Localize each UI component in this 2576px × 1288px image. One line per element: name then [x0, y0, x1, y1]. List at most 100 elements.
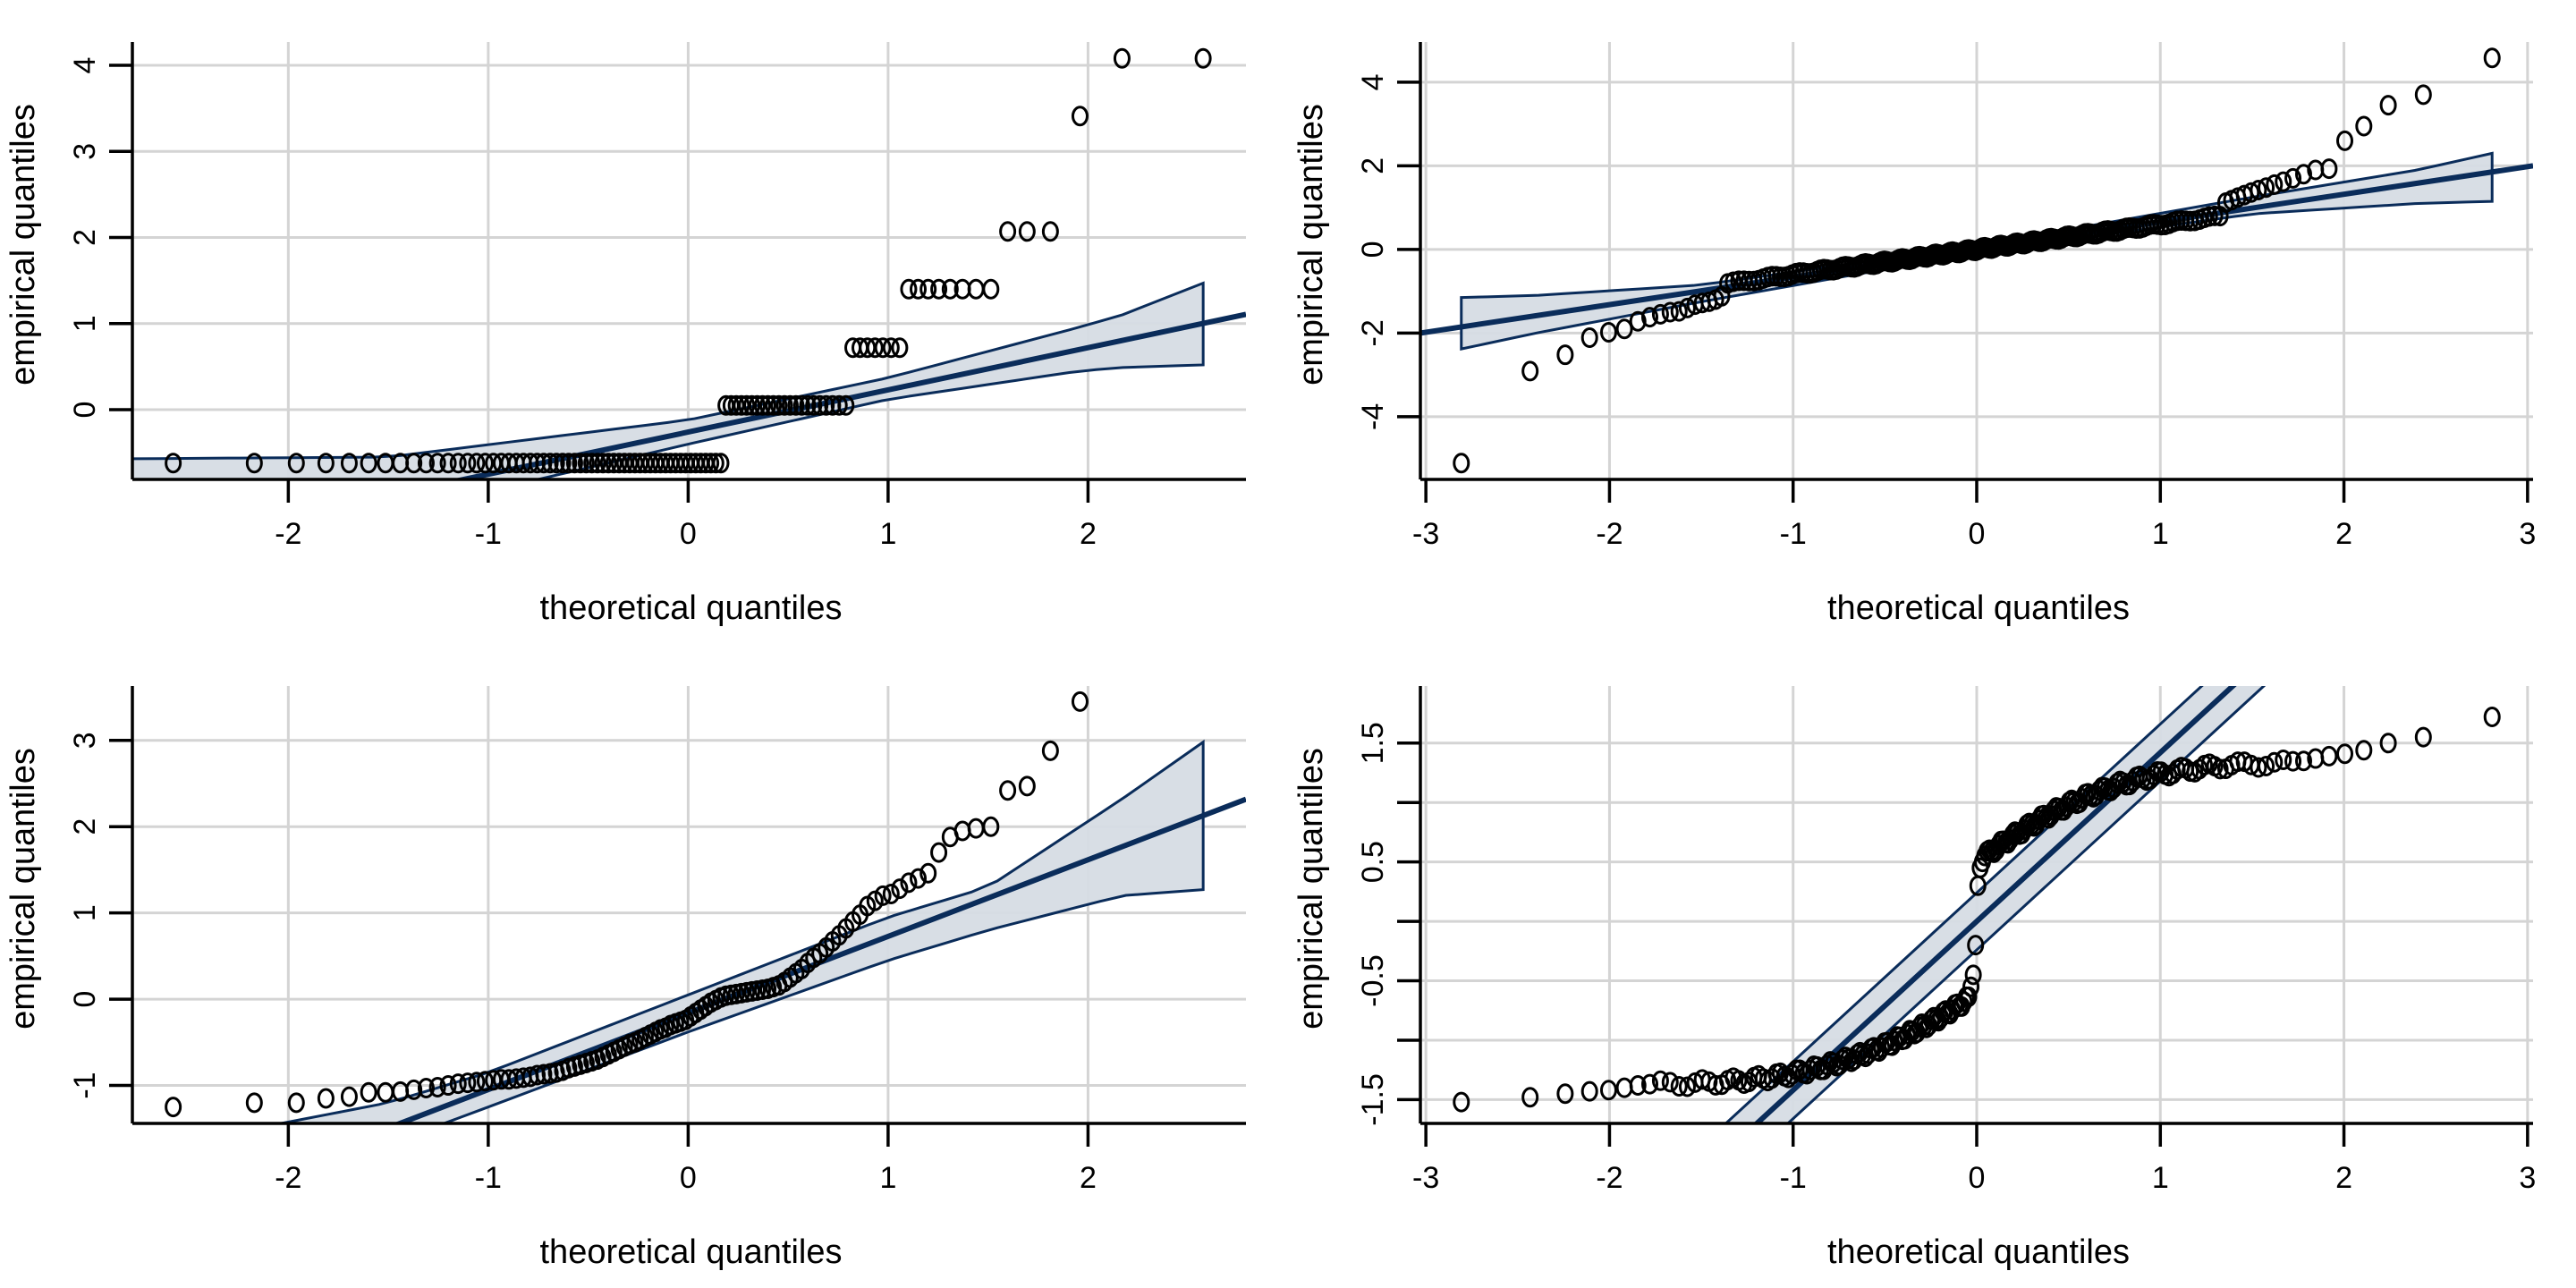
data-point [707, 453, 724, 474]
data-point [1018, 221, 1036, 242]
data-point [2211, 758, 2229, 780]
x-tick-label: -2 [275, 517, 301, 551]
y-tick-label: 2 [1356, 157, 1390, 174]
data-point [811, 394, 829, 416]
data-point [589, 453, 606, 474]
data-point [1960, 986, 1978, 1007]
data-point [1834, 1049, 1852, 1071]
y-tick-label: 3 [68, 143, 102, 160]
data-point [1453, 453, 1470, 474]
y-axis-title: empirical quantiles [1292, 104, 1330, 386]
x-tick-label: 3 [2519, 1161, 2536, 1195]
data-point [765, 394, 783, 416]
data-point [2355, 115, 2373, 137]
data-point [439, 1075, 457, 1097]
data-point [1521, 360, 1539, 382]
x-tick-label: -2 [1596, 1161, 1623, 1195]
data-point [417, 453, 435, 474]
data-point [360, 1081, 377, 1103]
data-point [759, 394, 777, 416]
data-point [749, 979, 767, 1001]
data-point [805, 394, 823, 416]
y-tick-label: 4 [1356, 73, 1390, 90]
data-point [560, 453, 578, 474]
data-point [770, 394, 788, 416]
data-point [405, 453, 423, 474]
data-point [340, 453, 358, 474]
data-point [1018, 775, 1036, 797]
data-point [2206, 205, 2224, 226]
x-tick-label: 1 [879, 1161, 896, 1195]
data-point [753, 979, 771, 1001]
data-point [900, 278, 918, 300]
y-tick-label: 1 [68, 904, 102, 921]
confidence-band [132, 281, 1205, 479]
data-point [605, 453, 623, 474]
data-point [1041, 221, 1059, 242]
x-tick-label: 2 [2335, 517, 2352, 551]
x-tick-label: 2 [1080, 1161, 1097, 1195]
data-point [360, 453, 377, 474]
data-point [930, 278, 948, 300]
data-point [2414, 84, 2432, 106]
data-point [468, 1072, 486, 1093]
data-point [1071, 106, 1089, 127]
x-tick-label: -2 [1596, 517, 1623, 551]
data-point [1453, 1091, 1470, 1113]
x-tick-label: -3 [1412, 1161, 1439, 1195]
x-tick-label: 0 [680, 1161, 697, 1195]
data-point [468, 453, 486, 474]
data-point [891, 337, 909, 359]
reference-line [1752, 686, 2237, 1123]
data-point [799, 394, 817, 416]
data-point [340, 1086, 358, 1107]
data-point [459, 1072, 477, 1094]
data-point [165, 453, 182, 474]
data-point [577, 453, 595, 474]
data-point [702, 453, 720, 474]
data-point [1615, 1077, 1633, 1098]
data-point [1194, 47, 1212, 69]
data-point [743, 980, 761, 1002]
x-tick-label: -1 [1780, 517, 1807, 551]
data-point [2336, 743, 2354, 765]
data-point [830, 394, 848, 416]
data-point [594, 453, 612, 474]
data-point [583, 453, 601, 474]
data-point [599, 453, 617, 474]
x-tick-label: -1 [475, 517, 502, 551]
data-point [999, 780, 1017, 801]
data-point [882, 337, 900, 359]
data-point [2250, 179, 2267, 200]
data-point [891, 878, 909, 900]
data-point [1651, 303, 1669, 325]
x-axis-title: theoretical quantiles [1827, 589, 2130, 627]
x-tick-label: -3 [1412, 517, 1439, 551]
data-point [1580, 1080, 1598, 1102]
data-point [449, 453, 467, 474]
data-point [953, 820, 971, 842]
data-point [1615, 318, 1633, 340]
data-point [733, 394, 750, 416]
data-point [882, 883, 900, 904]
y-tick-label: 1 [68, 315, 102, 332]
y-tick-label: 2 [68, 818, 102, 835]
y-tick-label: 0.5 [1356, 841, 1390, 883]
data-point [417, 1077, 435, 1098]
data-point [775, 394, 793, 416]
x-tick-label: 0 [1969, 517, 1986, 551]
data-point [2483, 707, 2501, 728]
data-point [1651, 1070, 1669, 1091]
data-point [2258, 177, 2275, 199]
data-point [792, 394, 810, 416]
data-point [2483, 47, 2501, 69]
x-axis-title: theoretical quantiles [1827, 1233, 2130, 1271]
data-point [459, 453, 477, 474]
plot-area [1453, 686, 2501, 1123]
data-point [919, 278, 937, 300]
data-point [2379, 95, 2397, 116]
data-point [449, 1073, 467, 1095]
x-tick-label: 1 [2152, 1161, 2169, 1195]
data-point [428, 1076, 446, 1097]
